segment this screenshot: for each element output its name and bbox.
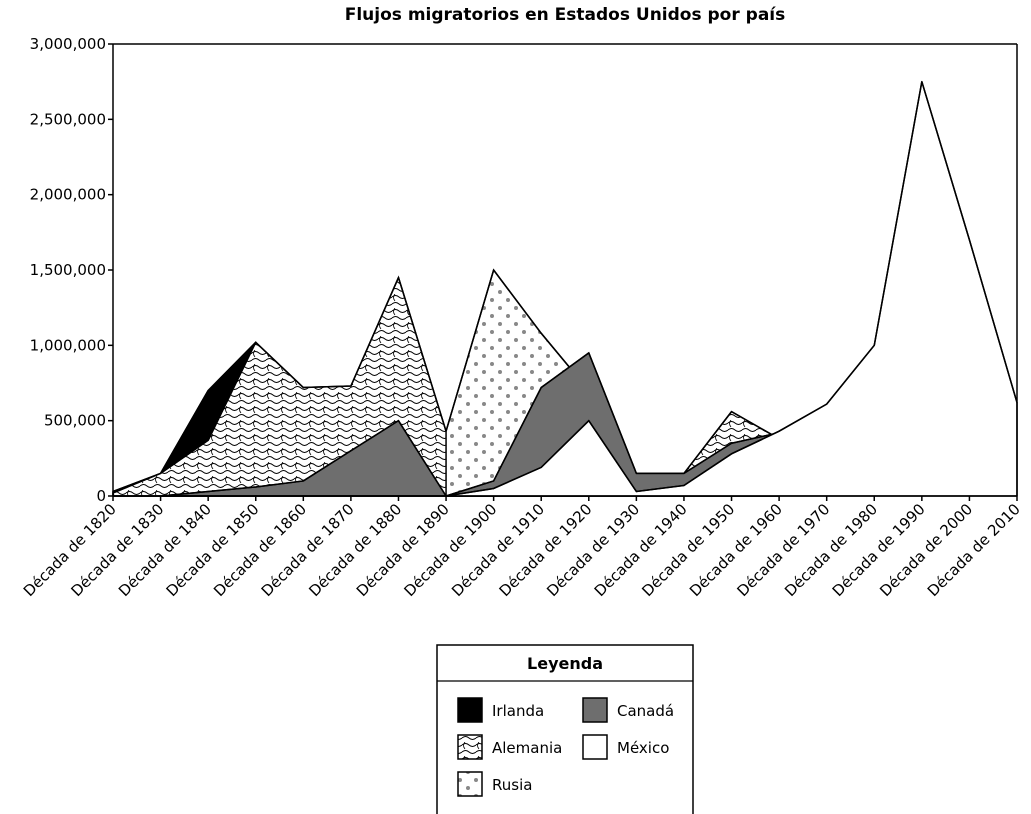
legend-label: México: [617, 739, 669, 757]
y-tick-label: 2,500,000: [30, 110, 106, 128]
area-line: [160, 351, 780, 497]
legend-swatch: [582, 697, 608, 723]
legend-swatch: [457, 734, 483, 760]
plot-area: [112, 80, 1018, 497]
legend-title: Leyenda: [527, 654, 603, 673]
y-tick-label: 3,000,000: [30, 35, 106, 53]
legend-label: Canadá: [617, 702, 674, 720]
legend-label: Alemania: [492, 739, 562, 757]
legend-label: Irlanda: [492, 702, 544, 720]
y-tick-label: 0: [96, 487, 106, 505]
y-tick-label: 1,000,000: [30, 336, 106, 354]
legend-swatch: [457, 771, 483, 797]
legend-swatch: [582, 734, 608, 760]
legend-swatch: [457, 697, 483, 723]
y-tick-label: 500,000: [44, 412, 106, 430]
area-line: [445, 268, 590, 432]
chart-title: Flujos migratorios en Estados Unidos por…: [345, 5, 786, 25]
y-tick-label: 1,500,000: [30, 261, 106, 279]
y-tick-label: 2,000,000: [30, 186, 106, 204]
legend-label: Rusia: [492, 776, 532, 794]
